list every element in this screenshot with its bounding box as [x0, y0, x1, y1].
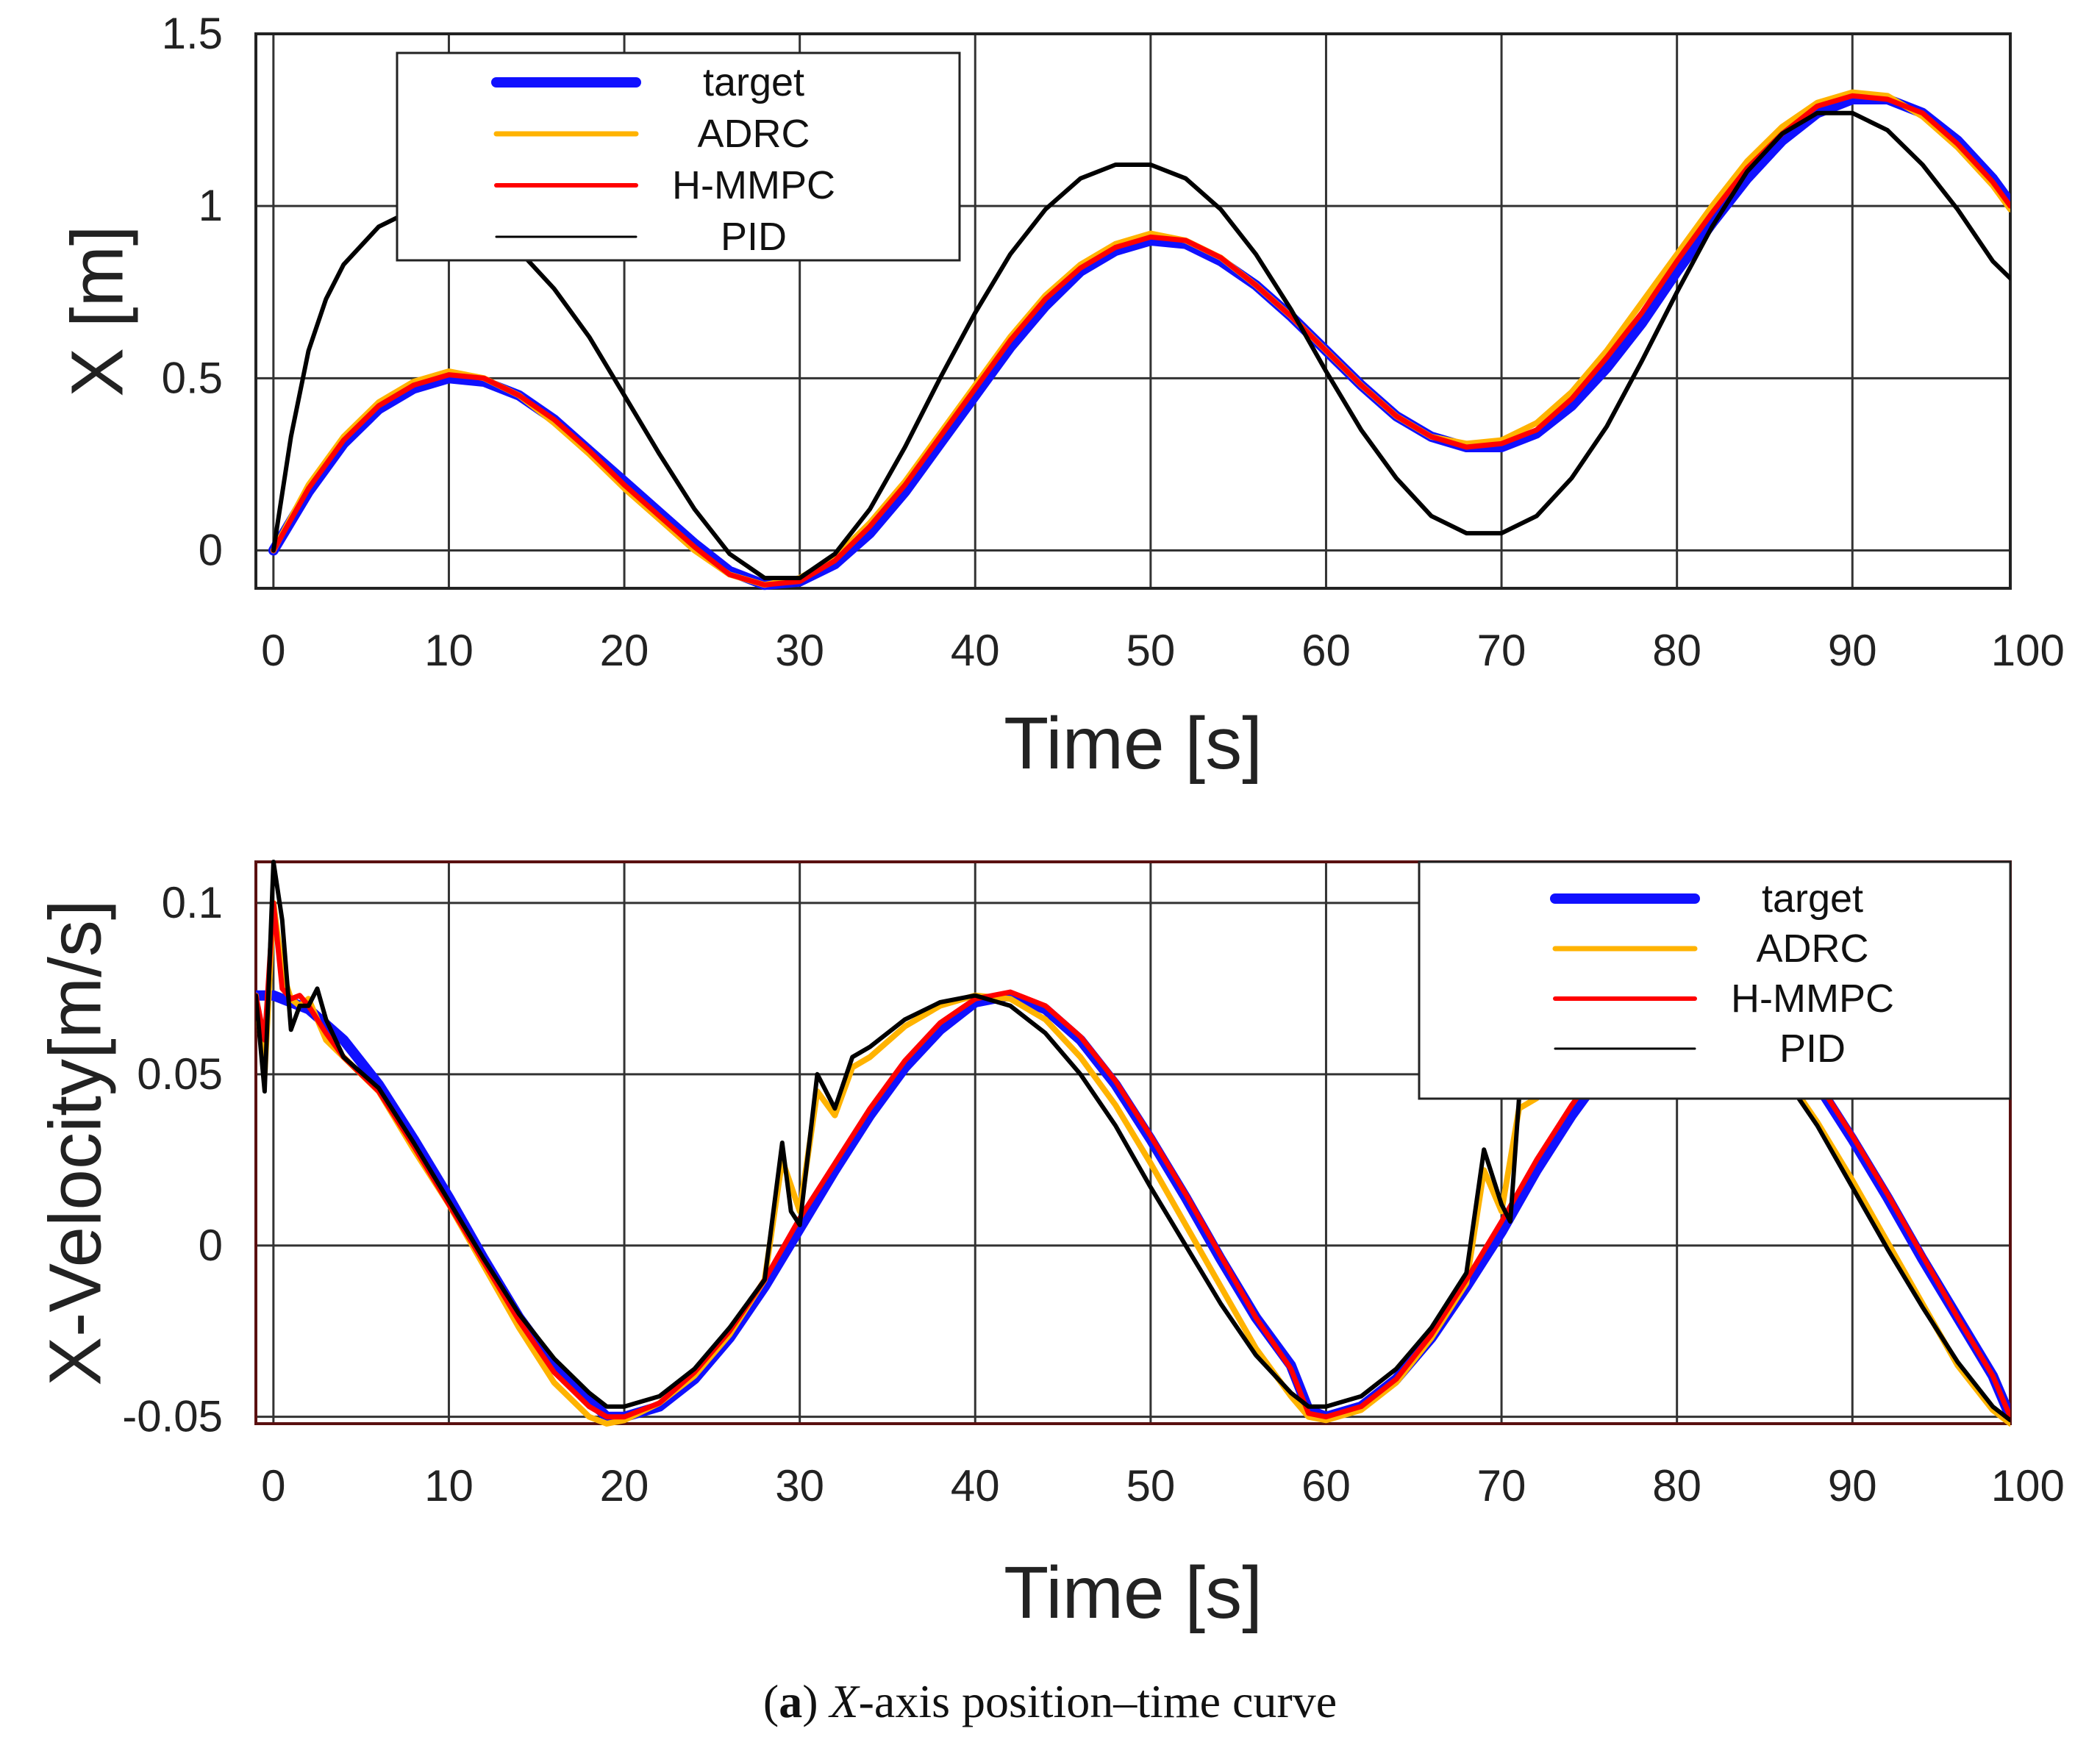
velocity-legend: target ADRC H-MMPC PID	[1418, 860, 2012, 1100]
y-tick-label: 0	[199, 525, 223, 574]
x-tick-label: 30	[775, 1461, 824, 1510]
x-tick-label: 90	[1828, 1461, 1877, 1510]
velocity-x-ticks: 0 10 20 30 40 50 60 70 80 90 100	[261, 1461, 2065, 1510]
x-tick-label: 50	[1126, 626, 1175, 675]
caption-open: (	[763, 1675, 779, 1727]
caption-label: a	[779, 1675, 802, 1727]
caption-close: )	[802, 1675, 818, 1727]
x-tick-label: 40	[951, 1461, 1000, 1510]
x-tick-label: 80	[1652, 1461, 1701, 1510]
position-legend: target ADRC H-MMPC PID	[396, 51, 961, 262]
x-tick-label: 60	[1301, 1461, 1351, 1510]
caption-variable: X	[828, 1675, 861, 1727]
x-tick-label: 90	[1828, 626, 1877, 675]
x-tick-label: 100	[1991, 1461, 2065, 1510]
legend-label-adrc: ADRC	[697, 112, 810, 156]
legend-label-target: target	[1762, 877, 1863, 921]
y-tick-label: 0.1	[162, 878, 223, 927]
y-tick-label: 0.5	[162, 353, 223, 402]
x-tick-label: 100	[1991, 626, 2065, 675]
velocity-chart: 0 10 20 30 40 50 60 70 80 90 100 -0.05 0 0.05 0.1 Tim…	[34, 860, 2065, 1634]
legend-label-h-mmpc: H-MMPC	[1731, 977, 1894, 1021]
figure-caption: (a) X-axis position–time curve	[763, 1675, 1337, 1727]
x-tick-label: 20	[600, 626, 649, 675]
legend-label-pid: PID	[1779, 1027, 1846, 1071]
legend-label-target: target	[703, 60, 804, 104]
x-tick-label: 0	[261, 1461, 285, 1510]
position-y-ticks: 0 0.5 1 1.5	[162, 9, 223, 574]
series-h-mmpc-line	[271, 93, 2010, 588]
x-tick-label: 60	[1301, 626, 1351, 675]
x-tick-label: 0	[261, 626, 285, 675]
velocity-y-axis-label: X-Velocity[m/s]	[34, 899, 116, 1385]
legend-label-h-mmpc: H-MMPC	[672, 163, 835, 207]
legend-label-adrc: ADRC	[1756, 927, 1868, 971]
x-tick-label: 80	[1652, 626, 1701, 675]
position-plot-frame	[254, 32, 2012, 590]
x-tick-label: 30	[775, 626, 824, 675]
y-tick-label: 1.5	[162, 9, 223, 58]
position-chart: 0 10 20 30 40 50 60 70 80 90 100 0 0.5 1 1.5 Time [s]…	[56, 9, 2064, 785]
series-adrc-line	[270, 89, 2010, 588]
velocity-y-ticks: -0.05 0 0.05 0.1	[122, 878, 223, 1441]
x-tick-label: 70	[1477, 1461, 1526, 1510]
y-tick-label: 0.05	[137, 1049, 223, 1099]
x-tick-label: 40	[951, 626, 1000, 675]
y-tick-label: 0	[199, 1221, 223, 1270]
legend-box	[1418, 860, 2012, 1100]
legend-label-pid: PID	[721, 215, 787, 259]
velocity-plot-frame	[254, 860, 2012, 1425]
x-tick-label: 50	[1126, 1461, 1175, 1510]
position-x-axis-label: Time [s]	[1004, 702, 1262, 785]
position-x-ticks: 0 10 20 30 40 50 60 70 80 90 100	[261, 626, 2065, 675]
x-tick-label: 70	[1477, 626, 1526, 675]
y-tick-label: 1	[199, 181, 223, 230]
caption-text: -axis position–time curve	[859, 1675, 1338, 1727]
x-tick-label: 10	[424, 626, 474, 675]
x-tick-label: 10	[424, 1461, 474, 1510]
position-y-axis-label: X [m]	[56, 225, 138, 396]
y-tick-label: -0.05	[122, 1392, 223, 1441]
x-tick-label: 20	[600, 1461, 649, 1510]
velocity-x-axis-label: Time [s]	[1004, 1552, 1262, 1634]
legend-box	[396, 51, 961, 262]
